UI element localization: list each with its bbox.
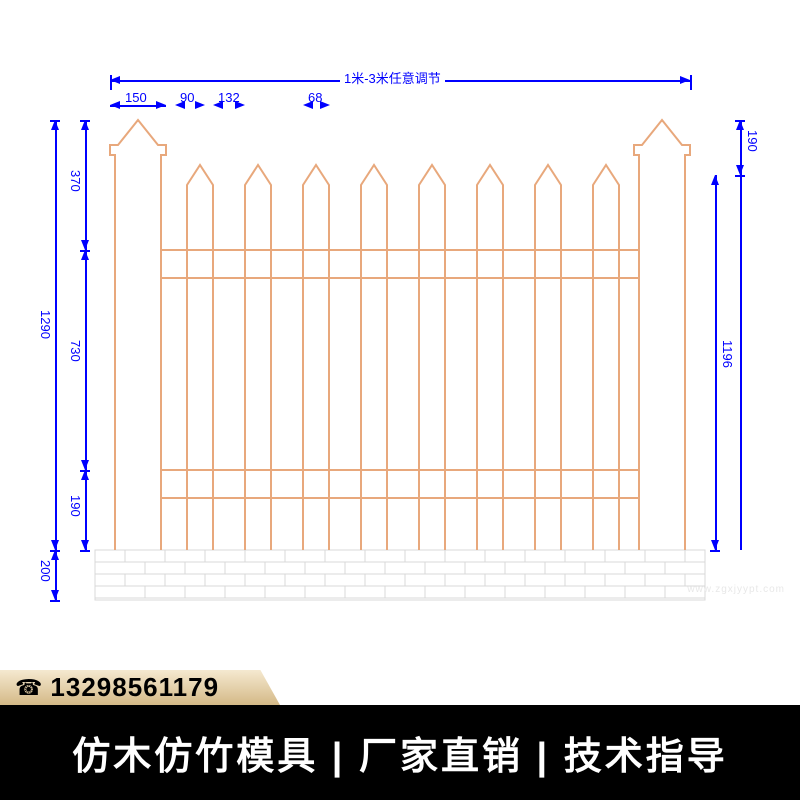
fence-diagram: 1米-3米任意调节 150 90 132 68 1290 370 730 190…: [40, 50, 760, 620]
dim-base: 200: [38, 560, 53, 582]
dim-lower: 190: [68, 495, 83, 517]
dim-upper: 370: [68, 170, 83, 192]
dim-middle: 730: [68, 340, 83, 362]
dim-total-h: 1290: [38, 310, 53, 339]
dim-gap: 132: [218, 90, 240, 105]
watermark: www.zgxjyypt.com: [687, 584, 785, 595]
fence-drawing: [40, 50, 760, 620]
dim-rail-thick: 90: [180, 90, 194, 105]
dim-top-width: 1米-3米任意调节: [340, 68, 445, 87]
slogan-text: 仿木仿竹模具 | 厂家直销 | 技术指导: [72, 725, 728, 780]
dim-post-cap: 150: [125, 90, 147, 105]
phone-icon: ☎: [15, 675, 42, 701]
phone-bar: ☎ 13298561179: [0, 670, 800, 705]
phone-number: 13298561179: [50, 672, 219, 703]
slogan-bar: 仿木仿竹模具 | 厂家直销 | 技术指导: [0, 705, 800, 800]
dim-right-rail: 1196: [720, 340, 735, 368]
dim-picket-w: 68: [308, 90, 322, 105]
dim-right-cap: 190: [745, 130, 760, 152]
